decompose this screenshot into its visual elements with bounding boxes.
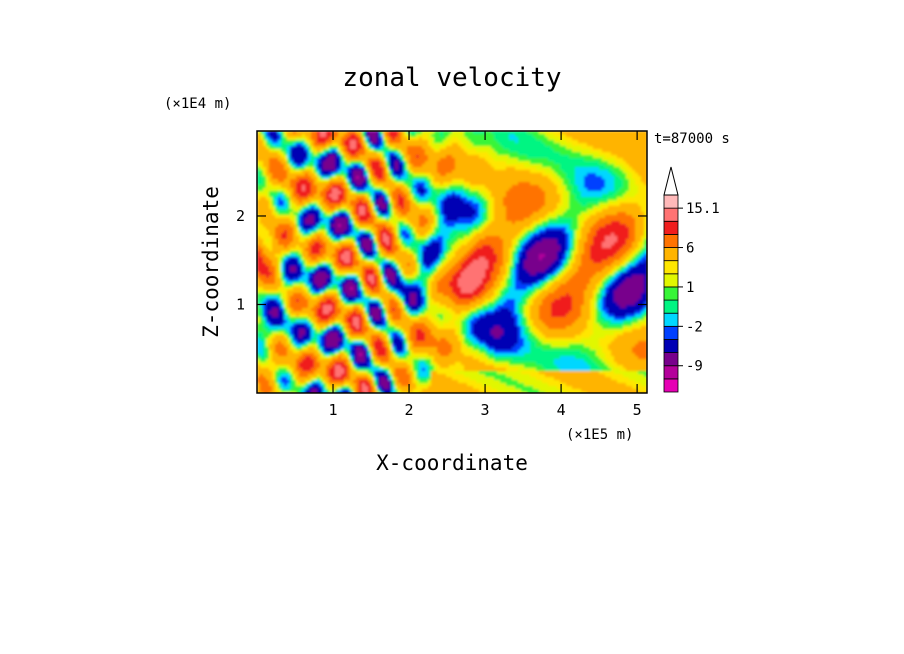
colorbar-swatch	[663, 273, 679, 288]
x-tick-label: 4	[557, 401, 566, 419]
y-unit-label: (×1E4 m)	[164, 96, 231, 112]
heatmap-field	[257, 131, 647, 393]
colorbar: 15.1 6 1 -2 -9	[663, 166, 720, 393]
x-tick-label: 2	[405, 401, 414, 419]
x-axis-ticks: 1 2 3 4 5	[329, 131, 642, 419]
colorbar-label: 1	[686, 280, 694, 296]
x-axis-label: X-coordinate	[376, 451, 528, 475]
colorbar-swatch	[663, 352, 679, 367]
colorbar-extend-arrow	[663, 166, 679, 196]
x-tick-label: 1	[329, 401, 338, 419]
colorbar-swatch	[663, 233, 679, 248]
colorbar-swatch	[663, 312, 679, 327]
x-tick-label: 3	[481, 401, 490, 419]
colorbar-swatch	[663, 207, 679, 222]
plot-frame	[256, 130, 648, 394]
y-tick-label: 2	[236, 207, 245, 225]
time-label: t=87000 s	[654, 131, 730, 147]
colorbar-label: 6	[686, 241, 694, 257]
chart-title: zonal velocity	[342, 63, 561, 93]
y-axis-ticks: 12	[236, 207, 647, 313]
colorbar-swatch	[663, 194, 679, 209]
colorbar-swatch	[663, 339, 679, 354]
colorbar-swatch	[663, 260, 679, 275]
x-tick-label: 5	[633, 401, 642, 419]
colorbar-label: -9	[686, 359, 703, 375]
colorbar-label: 15.1	[686, 201, 720, 217]
colorbar-swatch	[663, 299, 679, 314]
y-axis-label: Z-coordinate	[199, 186, 223, 338]
colorbar-swatch	[663, 247, 679, 262]
colorbar-swatch	[663, 220, 679, 235]
colorbar-label: -2	[686, 319, 703, 335]
y-tick-label: 1	[236, 295, 245, 313]
colorbar-swatch	[663, 286, 679, 301]
colorbar-swatch	[663, 378, 679, 393]
colorbar-swatch	[663, 365, 679, 380]
x-unit-label: (×1E5 m)	[566, 427, 633, 443]
colorbar-swatch	[663, 325, 679, 340]
